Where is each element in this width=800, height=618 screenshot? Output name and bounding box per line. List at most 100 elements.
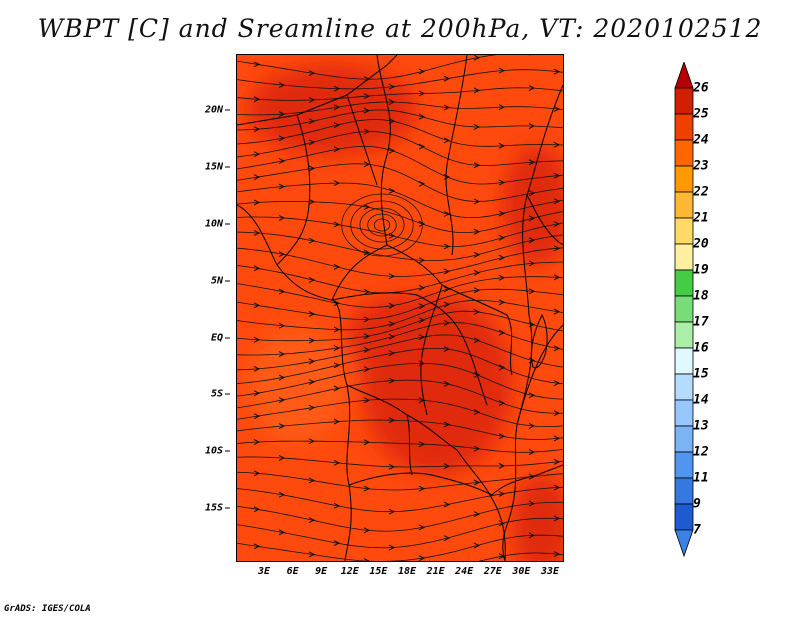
streamline-arrow [363, 366, 371, 373]
streamline-arrow [418, 317, 426, 324]
streamline-arrow [498, 234, 506, 241]
streamline-arrow [498, 490, 506, 497]
colorbar-segment [674, 87, 694, 115]
streamline-arrow [418, 284, 426, 291]
streamline-arrow [253, 199, 261, 206]
streamline-arrow [278, 183, 286, 190]
streamline-arrow [498, 254, 506, 261]
streamline-arrow [528, 260, 536, 267]
streamline-arrow [278, 374, 286, 381]
streamline-arrow [418, 334, 426, 341]
streamline-arrow [333, 146, 341, 153]
streamline-arrow [553, 551, 561, 558]
colorbar-label: 12 [693, 444, 709, 460]
streamline-arrow [363, 346, 371, 353]
streamline-arrow [498, 104, 506, 111]
lon-tick-label: 3E [257, 566, 271, 577]
streamline-arrow [253, 413, 261, 420]
streamline-arrow [553, 172, 561, 179]
streamline-arrow [388, 83, 396, 90]
streamline-arrow [553, 380, 561, 387]
streamline-arrow [308, 337, 316, 344]
streamline-arrow [253, 126, 261, 133]
lat-tick-label: 15N [205, 162, 230, 173]
lon-tick-label: 24E [455, 566, 474, 577]
colorbar-segment [674, 425, 694, 453]
lat-tick-label: 10N [205, 219, 230, 230]
colorbar-segment [674, 399, 694, 427]
streamline-arrow [443, 104, 451, 111]
streamline-arrow [308, 139, 316, 146]
streamline-arrow [308, 404, 316, 411]
streamline-arrow [253, 470, 261, 477]
streamline-arrow [333, 104, 341, 111]
lat-tick-label: 15S [205, 503, 230, 514]
streamline-arrow [498, 433, 506, 440]
streamline-arrow [278, 491, 286, 498]
streamline-arrow [473, 228, 481, 235]
streamline-arrow [308, 118, 316, 125]
streamline-arrow [253, 506, 261, 513]
streamline-arrow [443, 268, 451, 275]
lon-tick-label: 30E [512, 566, 531, 577]
streamline-arrow [363, 439, 371, 446]
streamline [237, 87, 563, 101]
colorbar-label: 19 [693, 262, 709, 278]
streamline-arrow [333, 85, 341, 92]
streamline-arrow [278, 135, 286, 142]
streamline-arrow [278, 455, 286, 461]
streamline [237, 163, 563, 202]
streamline-arrow [498, 299, 506, 306]
lon-tick-label: 21E [426, 566, 445, 577]
streamline-arrow [308, 477, 316, 484]
streamline-arrow [363, 333, 371, 340]
streamline-arrow [418, 524, 426, 531]
streamline-arrow [443, 243, 451, 250]
colorbar-segment [674, 477, 694, 505]
streamline-arrow [333, 502, 341, 509]
streamline-arrow [553, 274, 561, 281]
lat-tick-label: 10S [205, 446, 230, 457]
streamline-arrow [333, 263, 341, 270]
colorbar [674, 62, 694, 557]
streamline-arrow [528, 215, 536, 222]
colorbar-label: 11 [693, 470, 709, 486]
streamline-arrow [528, 159, 536, 166]
lat-tick-label: 5S [211, 389, 230, 400]
colorbar-segment [674, 243, 694, 271]
streamline-arrow [388, 320, 396, 327]
streamline-arrow [363, 485, 371, 492]
streamline [237, 310, 563, 342]
lon-tick-label: 9E [315, 566, 328, 577]
streamline [237, 201, 563, 233]
streamline-arrow [363, 249, 371, 256]
streamline-arrow [443, 535, 451, 542]
streamline-arrow [333, 122, 341, 129]
streamline-arrow [443, 137, 451, 144]
streamline-arrow [528, 123, 536, 129]
vortex-streamline [350, 200, 414, 250]
streamline-arrow [278, 351, 286, 358]
streamline-arrow [473, 445, 481, 452]
streamline-arrow [308, 438, 316, 445]
streamline-arrow [473, 479, 481, 486]
streamline-arrow [473, 371, 481, 378]
streamline-arrow [418, 485, 426, 492]
colorbar-segment [674, 113, 694, 141]
lon-tick-label: 6E [286, 566, 299, 577]
streamline-arrow [443, 301, 451, 308]
lon-tick-label: 27E [483, 566, 502, 577]
streamline-arrow [473, 542, 481, 549]
streamline-arrow [308, 517, 316, 524]
streamline-arrow [278, 82, 286, 88]
streamline-arrow [278, 111, 286, 118]
streamline [237, 398, 563, 427]
streamline-arrow [388, 147, 396, 154]
colorbar-segment [674, 165, 694, 193]
streamline-arrow [388, 417, 396, 424]
streamline-arrow [363, 397, 371, 404]
streamline-arrow [528, 190, 536, 197]
streamline-arrow [253, 302, 261, 309]
streamline-arrow [553, 68, 561, 75]
streamline-arrow [498, 462, 506, 469]
